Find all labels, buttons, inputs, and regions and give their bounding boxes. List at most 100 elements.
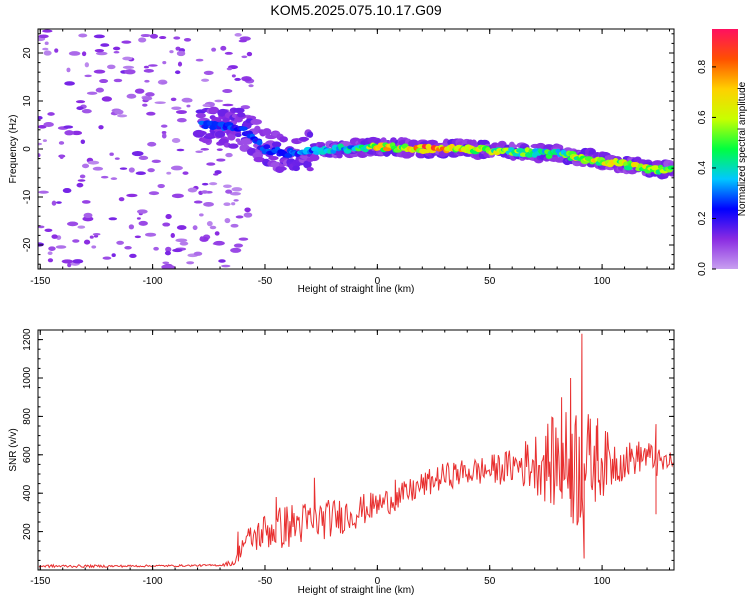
spectrogram-frame	[37, 28, 675, 270]
spectrogram-cell	[79, 174, 86, 179]
y-tick-label: 10	[22, 95, 33, 107]
spectrogram-cell	[99, 78, 109, 84]
spectrogram-cell	[76, 182, 84, 188]
spectrogram-cell	[116, 240, 124, 245]
spectrogram-cell	[122, 65, 135, 69]
spectrogram-cell	[209, 182, 218, 186]
spectrogram-cell	[164, 250, 171, 256]
spectrogram-cell	[110, 177, 118, 181]
spectrogram-cell	[423, 149, 431, 154]
spectrogram-cell	[170, 97, 177, 102]
spectrogram-cell	[136, 217, 141, 220]
spectrogram-cell	[95, 87, 104, 93]
colorbar-label: Normalized spectral amplitude	[737, 81, 748, 216]
spectrogram-cell	[201, 78, 210, 82]
spectrogram-x-ticks: -150 -100 -50 0 50 100	[30, 29, 671, 287]
spectrogram-cell	[71, 130, 83, 136]
colorbar-tick-label: 0.6	[697, 110, 708, 124]
spectrogram-cell	[224, 51, 233, 55]
spectrogram-cell	[66, 67, 71, 73]
spectrogram-cell	[209, 225, 217, 230]
spectrogram-cell	[162, 61, 167, 65]
spectrogram-cell	[126, 193, 138, 198]
spectrogram-cell	[300, 154, 310, 160]
spectrogram-cell	[182, 171, 189, 175]
spectrogram-cell	[187, 187, 198, 193]
spectrogram-cell	[66, 221, 79, 227]
x-tick-label: -100	[143, 276, 163, 287]
spectrogram-cell	[128, 167, 135, 173]
spectrogram-cell	[199, 236, 204, 241]
spectrogram-cell	[250, 118, 263, 125]
spectrogram-cell	[128, 224, 135, 230]
spectrogram-cell	[109, 152, 114, 156]
spectrogram-cell	[233, 243, 244, 248]
spectrogram-cell	[42, 29, 53, 33]
spectrogram-cell	[67, 262, 72, 268]
spectrogram-cell	[38, 34, 49, 39]
spectrogram-cell	[59, 154, 64, 159]
spectrogram-cell	[48, 246, 56, 251]
spectrogram-heat-layer	[38, 29, 674, 269]
spectrogram-cell	[220, 45, 227, 51]
spectrogram-cell	[171, 193, 184, 199]
spectrogram-cell	[213, 173, 219, 176]
spectrogram-cell	[170, 233, 175, 238]
spectrogram-cell	[75, 100, 86, 104]
spectrogram-cell	[122, 56, 133, 61]
spectrogram-cell	[211, 47, 217, 52]
spectrogram-cell	[208, 106, 219, 114]
spectrogram-cell	[58, 141, 65, 145]
spectrogram-cell	[233, 107, 245, 114]
spectrogram-cell	[206, 162, 216, 166]
spectrogram-cell	[38, 190, 49, 194]
spectrogram-cell	[223, 202, 231, 206]
spectrogram-cell	[268, 156, 279, 161]
spectrogram-cell	[157, 183, 165, 189]
spectrogram-cell	[224, 217, 231, 224]
y-tick-label: 0	[22, 146, 33, 152]
spectrogram-cell	[51, 200, 57, 206]
spectrogram-cell	[256, 139, 263, 146]
spectrogram-cell	[214, 99, 224, 103]
spectrogram-cell	[238, 237, 249, 241]
x-tick-label: 100	[594, 576, 611, 587]
spectrogram-cell	[202, 103, 211, 107]
y-tick-label: 1200	[22, 328, 33, 351]
spectrogram-cell	[234, 133, 242, 138]
spectrogram-cell	[93, 34, 105, 39]
spectrogram-cell	[382, 146, 392, 152]
colorbar-tick-label: 0.2	[697, 211, 708, 225]
snr-frame	[37, 329, 675, 571]
spectrogram-cell	[193, 251, 203, 256]
spectrogram-cell	[263, 144, 271, 150]
spectrogram-cell	[138, 37, 147, 43]
spectrogram-cell	[248, 84, 254, 88]
spectrogram-cell	[98, 125, 104, 130]
spectrogram-cell	[64, 130, 75, 136]
spectrogram-cell	[244, 78, 252, 82]
spectrogram-cell	[38, 242, 45, 247]
spectrogram-cell	[244, 207, 251, 213]
x-tick-label: 50	[484, 576, 496, 587]
spectrogram-cell	[246, 51, 253, 57]
spectrogram-cell	[262, 128, 272, 136]
spectrogram-cell	[124, 245, 132, 250]
spectrogram-cell	[201, 182, 209, 186]
spectrogram-cell	[175, 110, 188, 115]
spectrogram-cell	[83, 239, 91, 245]
spectrogram-cell	[43, 50, 52, 56]
spectrogram-cell	[214, 170, 222, 175]
spectrogram-cell	[237, 112, 246, 118]
spectrogram-cell	[303, 160, 312, 169]
x-tick-label: -50	[258, 276, 273, 287]
spectrogram-cell	[87, 160, 100, 165]
spectrogram-cell	[43, 122, 54, 128]
spectrogram-cell	[199, 213, 204, 217]
spectrogram-cell	[195, 58, 204, 62]
spectrogram-cell	[81, 108, 92, 114]
spectrogram-cell	[516, 148, 525, 153]
spectrogram-cell	[172, 248, 183, 253]
spectrogram-cell	[196, 130, 207, 136]
spectrogram-cell	[135, 171, 146, 176]
